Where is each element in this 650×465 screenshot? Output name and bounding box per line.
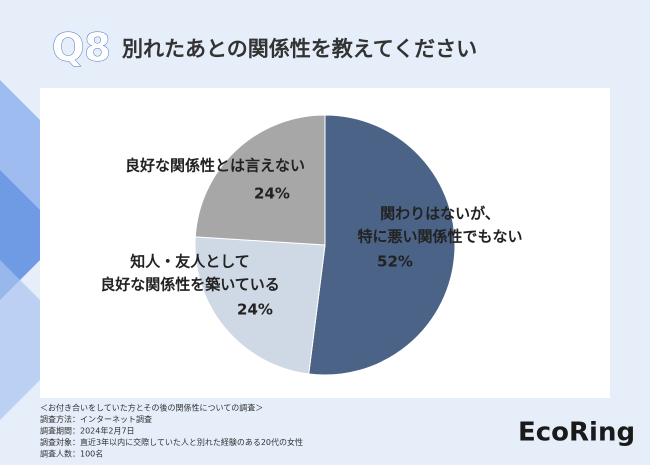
notes: ＜お付き合いをしていた方とその後の関係性についての調査＞調査方法：インターネット… — [40, 403, 303, 459]
slice-label: 良好な関係性を築いている — [100, 276, 280, 294]
slice-value-label: 52% — [377, 253, 413, 271]
note: ＜お付き合いをしていた方とその後の関係性についての調査＞ — [40, 403, 263, 413]
note: 調査期間：2024年2月7日 — [40, 426, 135, 436]
slice-label: 知人・友人として — [130, 253, 250, 271]
slice-label: 良好な関係性とは言えない — [125, 157, 305, 175]
slice-value-label: 24% — [254, 185, 290, 203]
chevron — [0, 170, 65, 300]
logo: EcoRing — [518, 418, 635, 448]
slice-value-label: 24% — [237, 301, 273, 319]
pie-slice — [194, 114, 326, 246]
note: 調査方法：インターネット調査 — [40, 414, 152, 424]
slice-label: 特に悪い関係性でもない — [357, 228, 522, 246]
pie-slice — [308, 114, 456, 376]
slice-label: 関わりはないが、 — [380, 205, 500, 223]
chart-title: 別れたあとの関係性を教えてください — [122, 37, 477, 61]
question-number: Q8 — [52, 26, 111, 70]
pie-slice — [194, 236, 326, 375]
note: 調査人数：100名 — [40, 449, 103, 459]
note: 調査対象：直近3年以内に交際していた人と別れた経験のある20代の女性 — [40, 437, 303, 447]
pie: 関わりはないが、特に悪い関係性でもない 52% 知人・友人として良好な関係性を築いて… — [100, 114, 523, 376]
